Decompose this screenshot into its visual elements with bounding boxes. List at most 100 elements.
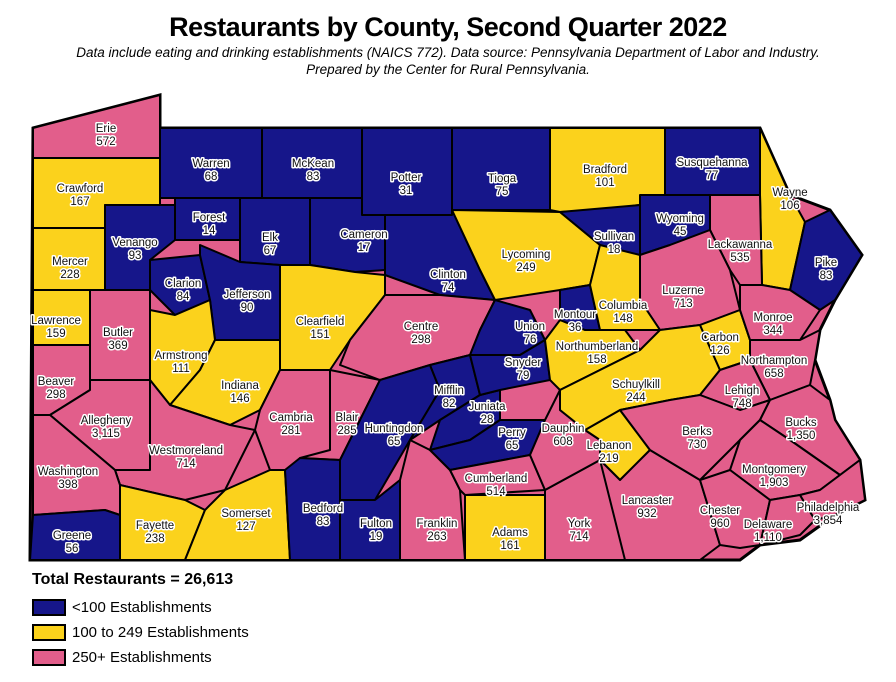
county-name-potter: Potter xyxy=(391,172,422,184)
legend-swatch-mid xyxy=(32,624,66,641)
county-name-lawrence: Lawrence xyxy=(31,315,81,327)
county-count-carbon: 126 xyxy=(710,345,729,357)
county-count-allegheny: 3,115 xyxy=(92,428,120,440)
county-count-monroe: 344 xyxy=(763,325,783,337)
county-count-wyoming: 45 xyxy=(674,226,687,238)
county-count-luzerne: 713 xyxy=(673,298,692,310)
county-name-greene: Greene xyxy=(53,530,91,542)
county-count-indiana: 146 xyxy=(230,393,249,405)
county-name-pike: Pike xyxy=(815,257,837,269)
county-name-dauphin: Dauphin xyxy=(542,423,585,435)
county-name-clearfield: Clearfield xyxy=(296,316,345,328)
county-name-forest: Forest xyxy=(193,212,226,224)
county-count-adams: 161 xyxy=(500,540,519,552)
county-name-mckean: McKean xyxy=(292,158,334,170)
county-columbia xyxy=(589,244,661,331)
county-name-allegheny: Allegheny xyxy=(81,415,132,427)
county-count-centre: 298 xyxy=(411,334,430,346)
county-count-york: 714 xyxy=(569,531,589,543)
county-name-schuylkill: Schuylkill xyxy=(612,379,660,391)
county-name-westmoreland: Westmoreland xyxy=(149,445,223,457)
county-count-dauphin: 608 xyxy=(553,436,572,448)
county-count-warren: 68 xyxy=(205,171,218,183)
county-count-westmoreland: 714 xyxy=(176,458,196,470)
county-name-philadelphia: Philadelphia xyxy=(797,502,860,514)
county-count-mercer: 228 xyxy=(60,269,79,281)
county-count-fulton: 19 xyxy=(370,531,383,543)
county-count-chester: 960 xyxy=(710,518,729,530)
county-name-cambria: Cambria xyxy=(269,412,313,424)
county-count-delaware: 1,110 xyxy=(754,532,782,544)
county-name-fulton: Fulton xyxy=(360,518,392,530)
county-name-perry: Perry xyxy=(498,427,526,439)
county-count-columbia: 148 xyxy=(613,313,632,325)
county-name-lackawanna: Lackawanna xyxy=(708,239,773,251)
county-count-cumberland: 514 xyxy=(486,486,506,498)
county-count-elk: 67 xyxy=(264,245,277,257)
county-name-armstrong: Armstrong xyxy=(154,350,207,362)
county-count-washington: 398 xyxy=(58,479,77,491)
county-name-beaver: Beaver xyxy=(38,376,75,388)
county-name-adams: Adams xyxy=(492,527,528,539)
county-name-crawford: Crawford xyxy=(57,183,104,195)
county-count-beaver: 298 xyxy=(46,389,65,401)
county-count-perry: 65 xyxy=(506,440,519,452)
county-count-philadelphia: 3,854 xyxy=(814,515,843,527)
map-title: Restaurants by County, Second Quarter 20… xyxy=(169,12,727,42)
county-name-cumberland: Cumberland xyxy=(465,473,528,485)
county-count-clearfield: 151 xyxy=(310,329,329,341)
county-montour xyxy=(559,284,601,331)
county-count-wayne: 106 xyxy=(780,200,799,212)
legend: Total Restaurants = 26,613 <100 Establis… xyxy=(32,571,249,670)
county-name-snyder: Snyder xyxy=(505,357,542,369)
county-name-luzerne: Luzerne xyxy=(662,285,704,297)
legend-item-mid: 100 to 249 Establishments xyxy=(32,620,249,645)
county-count-huntingdon: 65 xyxy=(388,436,401,448)
county-name-clinton: Clinton xyxy=(430,269,466,281)
county-name-chester: Chester xyxy=(700,505,740,517)
county-name-lancaster: Lancaster xyxy=(622,495,673,507)
county-count-pike: 83 xyxy=(820,270,833,282)
legend-item-high: 250+ Establishments xyxy=(32,645,249,670)
county-count-clarion: 84 xyxy=(177,291,190,303)
county-count-lebanon: 219 xyxy=(599,453,618,465)
county-name-lycoming: Lycoming xyxy=(502,249,551,261)
county-name-butler: Butler xyxy=(103,327,133,339)
county-count-union: 76 xyxy=(524,334,537,346)
county-name-venango: Venango xyxy=(112,237,157,249)
county-philadelphia xyxy=(799,459,866,521)
county-name-washington: Washington xyxy=(38,466,98,478)
county-name-union: Union xyxy=(515,321,545,333)
county-count-bucks: 1,350 xyxy=(787,430,816,442)
county-name-bedford: Bedford xyxy=(303,503,343,515)
map-subtitle-credit: Prepared by the Center for Rural Pennsyl… xyxy=(306,62,590,77)
county-name-susquehanna: Susquehanna xyxy=(677,157,749,169)
legend-swatch-low xyxy=(32,599,66,616)
county-name-warren: Warren xyxy=(192,158,229,170)
county-name-jefferson: Jefferson xyxy=(223,289,270,301)
county-count-montgomery: 1,903 xyxy=(760,477,789,489)
county-westmoreland xyxy=(114,379,256,501)
county-count-montour: 36 xyxy=(569,322,582,334)
county-count-armstrong: 111 xyxy=(172,363,189,375)
county-name-monroe: Monroe xyxy=(754,312,793,324)
county-count-venango: 93 xyxy=(129,250,142,262)
county-name-wyoming: Wyoming xyxy=(656,213,704,225)
county-count-juniata: 28 xyxy=(481,414,494,426)
county-cumberland xyxy=(449,454,546,496)
county-name-sullivan: Sullivan xyxy=(594,231,634,243)
county-count-northumberland: 158 xyxy=(587,354,606,366)
county-name-montgomery: Montgomery xyxy=(742,464,806,476)
county-name-bucks: Bucks xyxy=(785,417,817,429)
county-count-clinton: 74 xyxy=(442,282,455,294)
county-count-susquehanna: 77 xyxy=(706,170,719,182)
legend-item-low: <100 Establishments xyxy=(32,595,249,620)
county-count-blair: 285 xyxy=(337,425,356,437)
county-name-blair: Blair xyxy=(335,412,358,424)
county-count-forest: 14 xyxy=(203,225,216,237)
county-name-delaware: Delaware xyxy=(744,519,793,531)
county-count-jefferson: 90 xyxy=(241,302,254,314)
county-count-lawrence: 159 xyxy=(46,328,65,340)
county-indiana xyxy=(169,339,281,426)
